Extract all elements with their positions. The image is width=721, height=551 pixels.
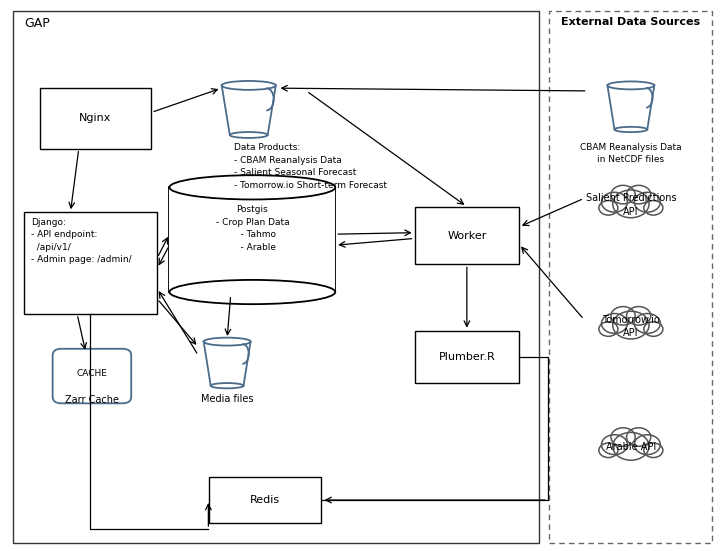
Circle shape — [611, 306, 635, 325]
Bar — [209, 477, 321, 523]
Text: Zarr Cache: Zarr Cache — [65, 395, 119, 405]
Polygon shape — [203, 342, 251, 386]
Text: CACHE: CACHE — [76, 369, 107, 378]
FancyBboxPatch shape — [53, 349, 131, 403]
Bar — [40, 88, 151, 149]
Text: Plumber.R: Plumber.R — [438, 352, 495, 362]
Circle shape — [627, 185, 651, 204]
Text: Django:
- API endpoint:
  /api/v1/
- Admin page: /admin/: Django: - API endpoint: /api/v1/ - Admin… — [31, 218, 132, 264]
Polygon shape — [607, 85, 655, 129]
Bar — [415, 331, 519, 383]
Circle shape — [601, 435, 627, 455]
Text: Nginx: Nginx — [79, 114, 112, 123]
Bar — [13, 11, 539, 543]
Circle shape — [644, 201, 663, 215]
Circle shape — [627, 306, 651, 325]
Polygon shape — [222, 85, 275, 135]
Bar — [169, 187, 335, 292]
Text: Postgis
- Crop Plan Data
    - Tahmo
    - Arable: Postgis - Crop Plan Data - Tahmo - Arabl… — [216, 206, 289, 252]
Circle shape — [599, 443, 618, 457]
Circle shape — [634, 435, 660, 455]
Ellipse shape — [230, 132, 267, 138]
Circle shape — [644, 443, 663, 457]
Ellipse shape — [222, 81, 275, 90]
Text: External Data Sources: External Data Sources — [561, 17, 700, 26]
Bar — [24, 212, 157, 314]
Bar — [415, 207, 519, 264]
Circle shape — [627, 428, 651, 446]
Circle shape — [613, 311, 649, 339]
Ellipse shape — [169, 175, 335, 199]
Text: GAP: GAP — [24, 17, 50, 30]
Text: Media files: Media files — [201, 394, 253, 404]
Circle shape — [613, 190, 649, 218]
Circle shape — [613, 433, 649, 460]
Text: Arable API: Arable API — [606, 442, 656, 452]
Ellipse shape — [204, 338, 251, 345]
Circle shape — [611, 428, 635, 446]
Circle shape — [611, 185, 635, 204]
Bar — [549, 11, 712, 543]
Text: Worker: Worker — [447, 230, 487, 241]
Text: Data Products:
- CBAM Reanalysis Data
- Salient Seasonal Forecast
- Tomorrow.io : Data Products: - CBAM Reanalysis Data - … — [234, 143, 387, 190]
Ellipse shape — [607, 82, 655, 89]
Ellipse shape — [169, 280, 335, 304]
Text: Tomorrow.io
API: Tomorrow.io API — [602, 315, 660, 338]
Text: CBAM Reanalysis Data
in NetCDF files: CBAM Reanalysis Data in NetCDF files — [580, 143, 681, 164]
Text: Redis: Redis — [250, 495, 280, 505]
Circle shape — [644, 322, 663, 336]
Ellipse shape — [211, 383, 244, 388]
Circle shape — [599, 322, 618, 336]
Circle shape — [634, 314, 660, 333]
Circle shape — [601, 192, 627, 212]
Circle shape — [601, 314, 627, 333]
Circle shape — [599, 201, 618, 215]
Text: Salient Predictions
API: Salient Predictions API — [585, 193, 676, 217]
Circle shape — [634, 192, 660, 212]
Ellipse shape — [614, 127, 647, 132]
